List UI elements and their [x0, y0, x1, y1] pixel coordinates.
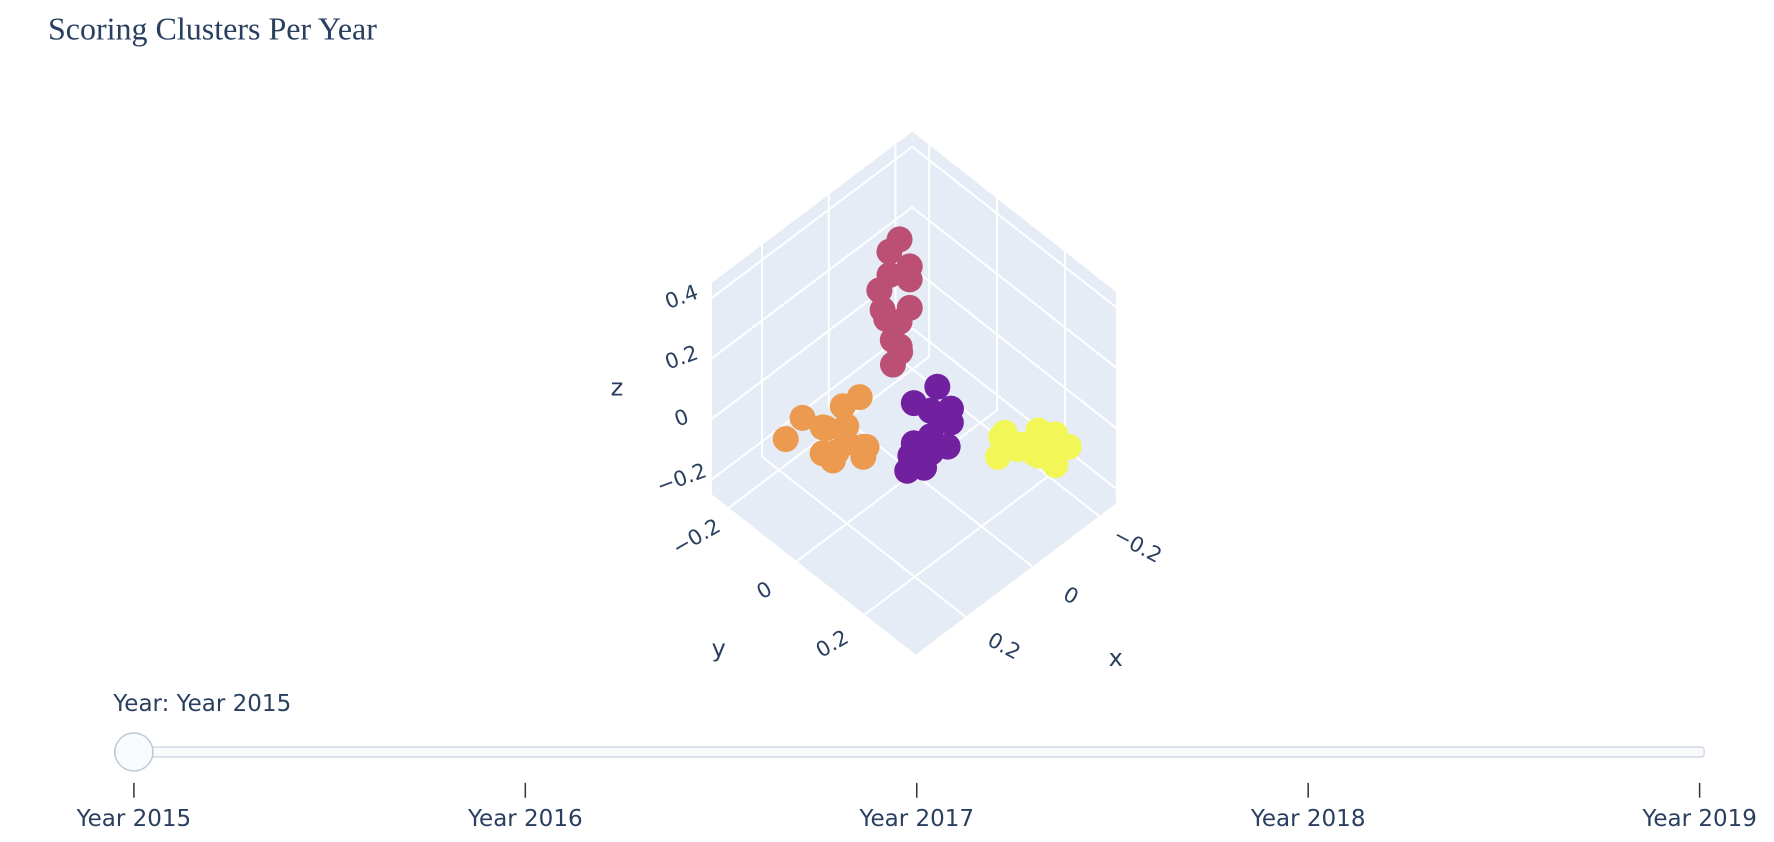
slider-step-label[interactable]: Year 2018	[1250, 806, 1366, 832]
point	[897, 442, 924, 469]
point	[809, 440, 836, 467]
slider-current: Year 2015	[176, 690, 292, 716]
grid-line	[828, 405, 1034, 568]
grid-line	[911, 145, 1117, 308]
axis-title: z	[611, 374, 624, 402]
slider-current-value: Year: Year 2015	[112, 690, 291, 716]
x-tick-label: 0.2	[984, 628, 1025, 665]
point	[866, 277, 893, 304]
z-tick-label: 0	[671, 404, 692, 431]
axis-title: y	[712, 635, 726, 663]
point	[1018, 436, 1045, 463]
grid-line	[911, 206, 1117, 369]
point	[879, 351, 906, 378]
y-tick-label: 0	[752, 577, 776, 604]
point	[988, 424, 1015, 451]
slider-step-label[interactable]: Year 2016	[467, 806, 583, 832]
point	[924, 373, 951, 400]
chart-title: Scoring Clusters Per Year	[48, 10, 377, 46]
grid-line	[711, 206, 913, 360]
point	[789, 404, 816, 431]
slider-step-label[interactable]: Year 2017	[858, 806, 974, 832]
x-tick-label: 0	[1059, 582, 1082, 609]
grid-line	[911, 266, 1117, 429]
grid-line	[796, 409, 998, 562]
y-tick-label: 0.2	[812, 625, 853, 662]
grid-line	[864, 462, 1066, 616]
grid-line	[911, 327, 1117, 490]
y-tick-label: −0.2	[668, 514, 724, 560]
point	[917, 439, 944, 466]
z-tick-label: −0.2	[653, 458, 709, 498]
point	[772, 426, 799, 453]
z-tick-label: 0.4	[662, 280, 702, 314]
slider-handle[interactable]	[114, 732, 154, 772]
slider-rail[interactable]	[113, 746, 1705, 758]
point	[876, 238, 903, 265]
scene: −0.2 0 0.2 −0.2 0 0.2 −0.2 0 0.2 0.4 y x z	[611, 131, 1166, 672]
grid-line	[711, 327, 913, 481]
slider-step-label[interactable]: Year 2019	[1641, 806, 1757, 832]
x-tick-label: −0.2	[1110, 523, 1166, 568]
slider-step-label[interactable]: Year 2015	[76, 806, 192, 832]
slider-prefix: Year:	[112, 690, 176, 716]
point	[846, 384, 873, 411]
grid-line	[711, 145, 913, 299]
point	[850, 433, 877, 460]
grid-line	[761, 455, 967, 618]
point	[896, 266, 923, 293]
point	[984, 443, 1011, 470]
point	[900, 390, 927, 417]
point	[1042, 452, 1069, 479]
z-tick-label: 0.2	[662, 340, 702, 374]
axis-title: x	[1109, 644, 1123, 672]
point	[937, 395, 964, 422]
point	[812, 415, 839, 442]
